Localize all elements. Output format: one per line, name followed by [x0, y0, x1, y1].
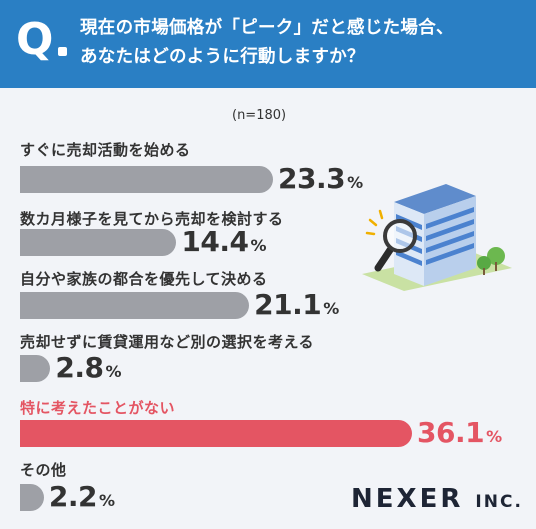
value-number: 14.4 [181, 225, 249, 258]
value-number: 23.3 [278, 162, 346, 195]
category-label: 特に考えたことがない [20, 399, 176, 417]
value-unit: % [250, 236, 266, 255]
bar [20, 292, 250, 319]
value-number: 2.2 [48, 480, 98, 513]
category-label: すぐに売却活動を始める [20, 141, 191, 159]
sample-size-label: (n=180) [232, 108, 287, 123]
logo-name: NEXER [351, 484, 464, 514]
category-label: 数カ月様子を見てから売却を検討する [20, 210, 284, 228]
value-label: 2.8% [55, 354, 121, 382]
value-unit: % [347, 173, 363, 192]
value-unit: % [486, 427, 502, 446]
value-label: 23.3% [278, 165, 363, 193]
value-unit: % [323, 299, 339, 318]
value-number: 2.8 [55, 351, 104, 384]
building-magnifier-illustration [362, 184, 512, 291]
value-label: 2.2% [49, 483, 115, 511]
bar [20, 484, 44, 511]
value-label: 36.1% [417, 419, 502, 447]
bar [20, 166, 273, 193]
category-label: 売却せずに賃貸運用など別の選択を考える [20, 333, 315, 351]
logo-suffix: INC. [475, 492, 523, 512]
value-unit: % [98, 491, 115, 510]
bar [20, 229, 177, 256]
value-label: 14.4% [181, 228, 266, 256]
category-label: 自分や家族の都合を優先して決める [20, 270, 268, 288]
value-label: 21.1% [254, 291, 339, 319]
question-line-2: あなたはどのように行動しますか？ [80, 47, 365, 67]
bar [20, 420, 412, 447]
category-label: その他 [20, 461, 67, 479]
value-number: 36.1 [417, 416, 485, 449]
value-unit: % [105, 362, 122, 381]
q-mark-dot [58, 47, 67, 56]
question-header: Q 現在の市場価格が「ピーク」だと感じた場合、 あなたはどのように行動しますか？ [0, 0, 536, 88]
question-text: 現在の市場価格が「ピーク」だと感じた場合、 あなたはどのように行動しますか？ [80, 14, 530, 72]
question-line-1: 現在の市場価格が「ピーク」だと感じた場合、 [80, 18, 454, 38]
bar [20, 355, 51, 382]
nexer-logo: NEXER INC. [351, 484, 523, 514]
value-number: 21.1 [254, 288, 322, 321]
q-mark: Q [16, 14, 54, 65]
